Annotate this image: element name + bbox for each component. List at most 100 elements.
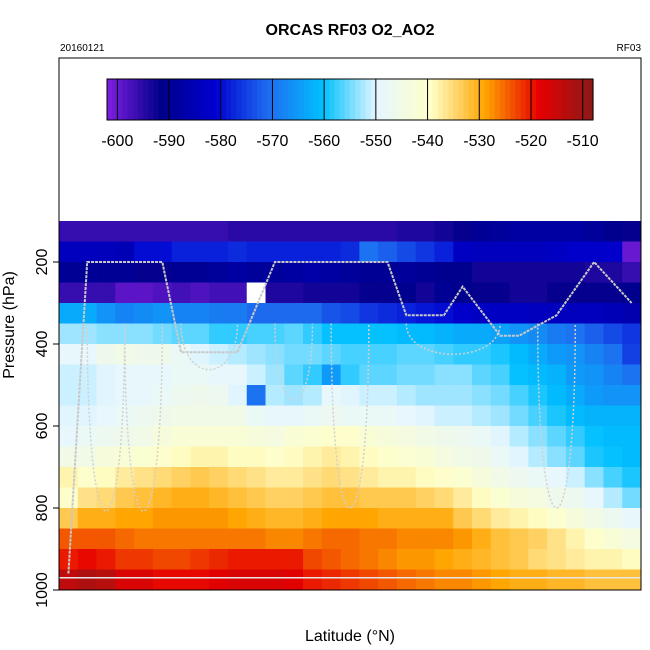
heatmap-cell bbox=[603, 426, 623, 447]
colorbar-swatch bbox=[220, 79, 227, 120]
heatmap-cell bbox=[190, 487, 210, 509]
heatmap-cell bbox=[378, 282, 398, 304]
heatmap-cell bbox=[303, 262, 323, 283]
heatmap-cell bbox=[115, 508, 135, 529]
colorbar-swatch bbox=[567, 79, 573, 120]
heatmap-cell bbox=[565, 467, 586, 488]
heatmap-cell bbox=[115, 487, 135, 509]
heatmap-cell bbox=[134, 467, 154, 488]
heatmap-cell bbox=[171, 549, 191, 570]
heatmap-cell bbox=[209, 487, 229, 509]
heatmap-cell bbox=[209, 385, 229, 406]
colorbar-swatch bbox=[494, 79, 501, 120]
heatmap-cell bbox=[584, 549, 604, 570]
chart-date-label: 20160121 bbox=[60, 43, 105, 54]
colorbar-swatch bbox=[406, 79, 413, 120]
heatmap-cell bbox=[603, 303, 623, 324]
heatmap-cell bbox=[378, 446, 398, 468]
heatmap-cell bbox=[359, 262, 379, 283]
heatmap-cell bbox=[547, 282, 567, 304]
heatmap-cell bbox=[396, 344, 417, 365]
heatmap-cell bbox=[227, 241, 248, 263]
heatmap-cell bbox=[321, 569, 342, 591]
heatmap-cell bbox=[190, 467, 210, 488]
colorbar-swatch bbox=[463, 79, 470, 120]
heatmap-cell bbox=[565, 385, 586, 406]
heatmap-cell bbox=[171, 282, 191, 304]
heatmap-cell bbox=[396, 385, 417, 406]
heatmap-cell bbox=[246, 262, 266, 283]
heatmap-cell bbox=[209, 467, 229, 488]
heatmap-cell bbox=[378, 528, 398, 550]
flight-track-profile bbox=[123, 323, 164, 512]
plot-frame bbox=[58, 57, 642, 591]
heatmap-cell bbox=[340, 528, 360, 550]
colorbar-swatch bbox=[484, 79, 491, 120]
heatmap-cell bbox=[59, 508, 79, 529]
heatmap-cell bbox=[265, 487, 285, 509]
colorbar-swatch bbox=[515, 79, 522, 120]
heatmap-cell bbox=[622, 467, 642, 488]
heatmap-cell bbox=[77, 446, 97, 468]
heatmap-cell bbox=[622, 241, 642, 263]
heatmap-cell bbox=[528, 221, 548, 242]
colorbar-swatch bbox=[112, 79, 118, 120]
heatmap-cell bbox=[584, 508, 604, 529]
heatmap-cell bbox=[59, 344, 79, 365]
heatmap-cell bbox=[246, 467, 266, 488]
heatmap-cell bbox=[453, 241, 473, 263]
heatmap-cell bbox=[622, 262, 642, 283]
heatmap-cell bbox=[190, 385, 210, 406]
heatmap-cell bbox=[115, 364, 135, 386]
heatmap-cell bbox=[227, 528, 248, 550]
heatmap-cell bbox=[96, 405, 116, 427]
heatmap-cell bbox=[59, 528, 79, 550]
heatmap-cell bbox=[584, 426, 604, 447]
heatmap-cell bbox=[547, 221, 567, 242]
heatmap-cell bbox=[509, 426, 529, 447]
heatmap-cell bbox=[96, 426, 116, 447]
heatmap-cell bbox=[565, 569, 586, 591]
heatmap-cell bbox=[472, 487, 492, 509]
heatmap-cell bbox=[227, 446, 248, 468]
heatmap-cell bbox=[490, 549, 510, 570]
heatmap-cell bbox=[96, 487, 116, 509]
heatmap-cell bbox=[565, 487, 586, 509]
colorbar-swatch bbox=[530, 79, 537, 120]
heatmap-cell bbox=[378, 487, 398, 509]
heatmap-cell bbox=[340, 344, 360, 365]
heatmap-cell bbox=[340, 282, 360, 304]
heatmap-cell bbox=[622, 323, 642, 345]
heatmap-cell bbox=[77, 282, 97, 304]
heatmap-cell bbox=[96, 364, 116, 386]
heatmap-cell bbox=[603, 405, 623, 427]
y-axis-label: Pressure (hPa) bbox=[1, 271, 18, 379]
heatmap-cell bbox=[415, 549, 435, 570]
heatmap-cell bbox=[152, 303, 173, 324]
heatmap-cell bbox=[209, 569, 229, 591]
heatmap-cell bbox=[321, 528, 342, 550]
heatmap-cell bbox=[622, 487, 642, 509]
heatmap-cell bbox=[115, 549, 135, 570]
heatmap-cell bbox=[284, 405, 304, 427]
colorbar-swatch bbox=[251, 79, 258, 120]
heatmap-cell bbox=[434, 241, 454, 263]
colorbar-swatch bbox=[489, 79, 496, 120]
heatmap-cell bbox=[622, 221, 642, 242]
heatmap-cell bbox=[509, 528, 529, 550]
heatmap-cell bbox=[396, 221, 417, 242]
heatmap-cell bbox=[565, 446, 586, 468]
heatmap-cell bbox=[152, 487, 173, 509]
heatmap-cell bbox=[171, 364, 191, 386]
heatmap-cell bbox=[490, 405, 510, 427]
heatmap-cell bbox=[134, 241, 154, 263]
heatmap-cell bbox=[359, 446, 379, 468]
colorbar-swatch bbox=[267, 79, 274, 120]
heatmap-cell bbox=[96, 385, 116, 406]
heatmap-cell bbox=[584, 344, 604, 365]
heatmap-cell bbox=[622, 385, 642, 406]
heatmap-cell bbox=[584, 487, 604, 509]
heatmap-cell bbox=[584, 303, 604, 324]
heatmap-cell bbox=[490, 364, 510, 386]
heatmap-cell bbox=[171, 446, 191, 468]
